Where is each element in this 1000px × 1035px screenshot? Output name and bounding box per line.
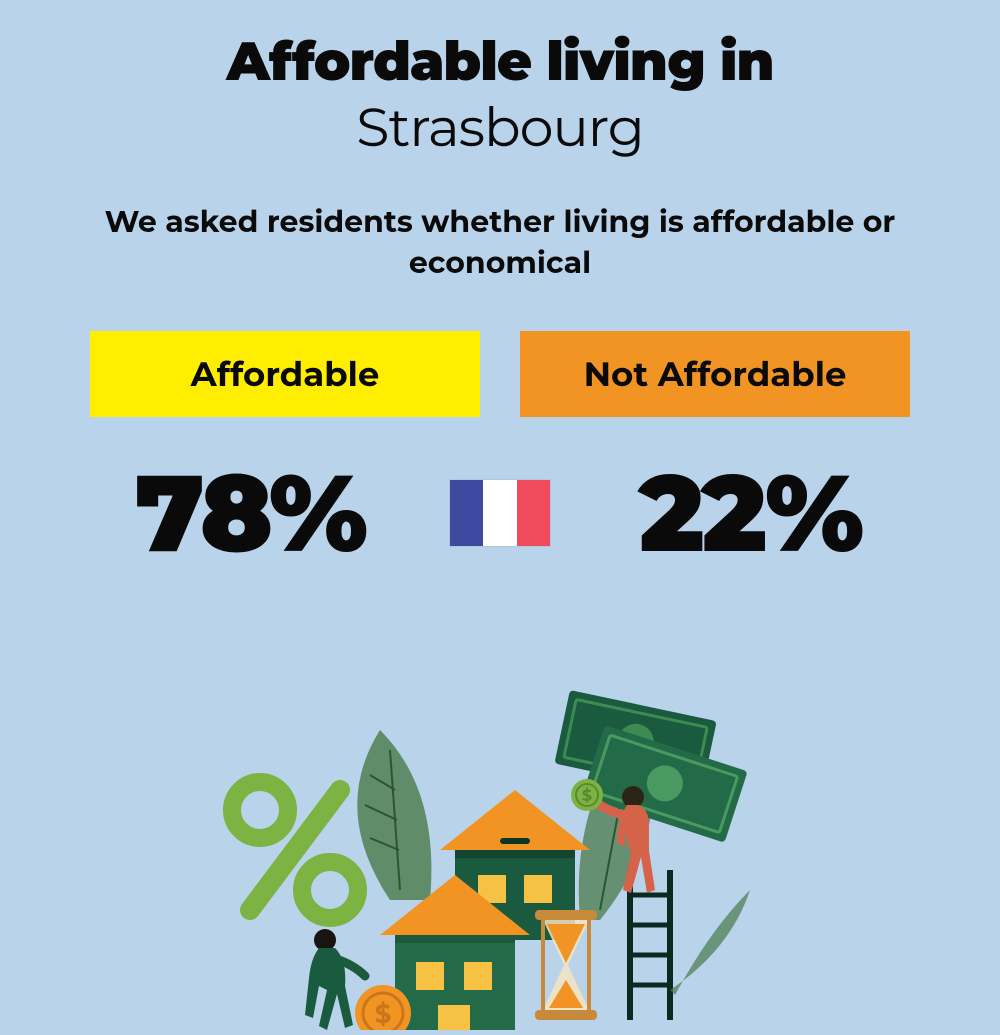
title-line2: Strasbourg	[0, 94, 1000, 160]
economy-illustration: $ $	[190, 650, 810, 1030]
affordable-pill: Affordable	[90, 331, 480, 417]
flag-stripe-blue	[450, 480, 483, 546]
not-affordable-pill: Not Affordable	[520, 331, 910, 417]
not-affordable-value: 22%	[580, 447, 920, 579]
flag-stripe-red	[517, 480, 550, 546]
hourglass-icon	[535, 910, 597, 1020]
values-row: 78% 22%	[0, 447, 1000, 579]
percent-icon	[232, 782, 358, 918]
title-line1: Affordable living in	[0, 0, 1000, 94]
comparison-pills: Affordable Not Affordable	[0, 331, 1000, 417]
svg-text:$: $	[582, 787, 592, 806]
france-flag-icon	[450, 480, 550, 546]
svg-text:$: $	[375, 998, 392, 1030]
leaf-icon	[670, 890, 750, 995]
affordable-value: 78%	[80, 447, 420, 579]
leaf-icon	[357, 730, 431, 900]
flag-stripe-white	[483, 480, 516, 546]
subtitle: We asked residents whether living is aff…	[0, 202, 1000, 283]
ladder-icon	[630, 870, 670, 1020]
